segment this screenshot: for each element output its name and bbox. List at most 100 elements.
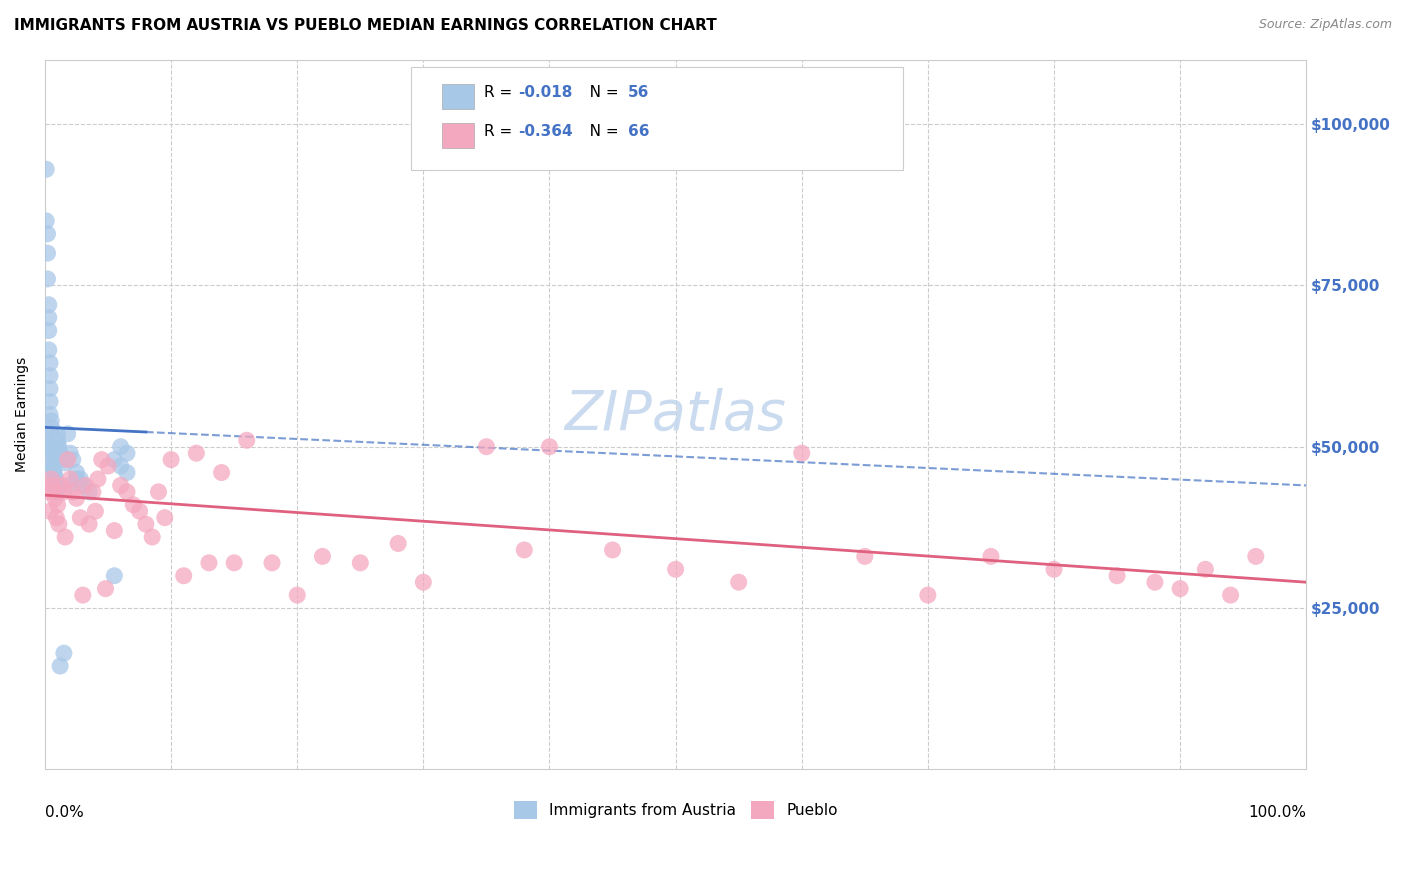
Point [75, 478, 97, 492]
Point [41, 442, 63, 457]
Point [46, 498, 69, 512]
Point [39, 382, 62, 396]
Point [387, 536, 409, 550]
Point [224, 556, 246, 570]
Point [141, 530, 163, 544]
Point [62, 452, 84, 467]
Point [39, 426, 62, 441]
Point [349, 556, 371, 570]
Text: 66: 66 [627, 123, 650, 138]
Point [103, 524, 125, 538]
Point [1107, 568, 1129, 582]
Point [790, 446, 813, 460]
Point [94, 582, 117, 596]
Point [44, 491, 66, 506]
Point [35, 214, 58, 228]
Point [56, 452, 79, 467]
Point [53, 530, 76, 544]
Point [56, 426, 79, 441]
Point [103, 452, 125, 467]
Point [97, 458, 120, 473]
Point [115, 466, 138, 480]
Point [53, 456, 76, 470]
Point [727, 575, 749, 590]
Point [48, 440, 70, 454]
Point [59, 446, 82, 460]
Point [69, 472, 91, 486]
Point [42, 458, 65, 473]
Point [311, 549, 333, 564]
Point [49, 446, 72, 460]
Point [62, 484, 84, 499]
Point [59, 472, 82, 486]
Point [84, 504, 107, 518]
Point [602, 543, 624, 558]
Point [38, 324, 60, 338]
Point [69, 510, 91, 524]
Point [48, 517, 70, 532]
Point [260, 556, 283, 570]
Point [1194, 562, 1216, 576]
Point [77, 517, 100, 532]
Point [211, 466, 233, 480]
Point [128, 504, 150, 518]
Point [917, 588, 939, 602]
Text: -0.364: -0.364 [517, 123, 572, 138]
Point [35, 162, 58, 177]
Text: 0.0%: 0.0% [45, 805, 84, 820]
Point [285, 588, 308, 602]
Point [39, 440, 62, 454]
Point [110, 478, 132, 492]
Point [41, 478, 63, 492]
Point [39, 356, 62, 370]
Point [236, 434, 259, 448]
Text: N =: N = [575, 85, 623, 100]
Point [51, 478, 73, 492]
Point [38, 298, 60, 312]
Point [103, 568, 125, 582]
Point [37, 272, 59, 286]
Point [853, 549, 876, 564]
Point [42, 466, 65, 480]
FancyBboxPatch shape [443, 85, 474, 110]
Point [44, 468, 66, 483]
Point [980, 549, 1002, 564]
Point [41, 456, 63, 470]
Text: IMMIGRANTS FROM AUSTRIA VS PUEBLO MEDIAN EARNINGS CORRELATION CHART: IMMIGRANTS FROM AUSTRIA VS PUEBLO MEDIAN… [14, 18, 717, 33]
Point [115, 484, 138, 499]
Point [41, 450, 63, 464]
Point [38, 484, 60, 499]
Text: 100.0%: 100.0% [1249, 805, 1306, 820]
Point [45, 510, 67, 524]
Point [49, 659, 72, 673]
Point [1219, 588, 1241, 602]
Text: 56: 56 [627, 85, 650, 100]
Point [41, 446, 63, 460]
Point [45, 478, 67, 492]
Point [665, 562, 688, 576]
Point [77, 484, 100, 499]
Point [44, 475, 66, 490]
Point [45, 482, 67, 496]
Point [90, 452, 112, 467]
Point [51, 450, 73, 464]
Point [186, 446, 208, 460]
Text: -0.018: -0.018 [517, 85, 572, 100]
Point [38, 343, 60, 357]
Point [39, 408, 62, 422]
Point [65, 491, 87, 506]
Point [46, 434, 69, 448]
Point [39, 434, 62, 448]
FancyBboxPatch shape [443, 123, 474, 148]
Text: R =: R = [484, 85, 517, 100]
Point [46, 436, 69, 450]
Point [38, 310, 60, 325]
Point [39, 414, 62, 428]
Point [82, 484, 104, 499]
Point [39, 368, 62, 383]
Point [1043, 562, 1066, 576]
Point [110, 458, 132, 473]
Text: ZIPatlas: ZIPatlas [565, 388, 786, 441]
Point [39, 420, 62, 434]
Point [148, 484, 170, 499]
